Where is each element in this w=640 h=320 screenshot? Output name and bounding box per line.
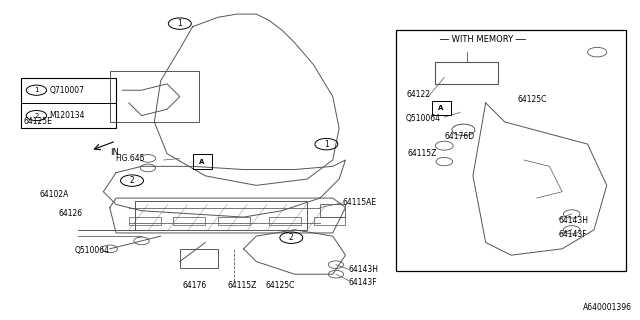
Text: 64125C: 64125C [518,95,547,104]
Bar [135,201,307,230]
Bar [431,100,451,115]
Text: 1: 1 [177,19,182,28]
Text: M120134: M120134 [49,111,84,120]
Text: 2: 2 [289,233,294,242]
Text: 2: 2 [35,113,38,119]
Text: 64102A: 64102A [40,190,69,199]
Bar [218,217,250,225]
Bar [20,77,116,128]
Text: 64115Z: 64115Z [228,281,257,291]
Text: 64125E: 64125E [24,117,52,126]
Text: Q710007: Q710007 [49,86,84,95]
Text: 64143H: 64143H [349,265,379,274]
Bar [173,217,205,225]
Bar [435,62,499,84]
Bar [314,217,346,225]
Text: 64125C: 64125C [266,281,295,291]
Bar [109,71,199,122]
Text: 64176: 64176 [183,281,207,291]
Text: 64143F: 64143F [349,278,378,287]
Text: A: A [200,159,205,164]
Bar [269,217,301,225]
Text: IN: IN [109,148,118,156]
Text: Q510064: Q510064 [75,246,109,255]
Bar [396,30,626,271]
Text: 2: 2 [130,176,134,185]
Text: 1: 1 [324,140,329,148]
Text: A: A [438,105,444,111]
Text: 64143H: 64143H [559,216,589,225]
Text: 1: 1 [34,87,38,93]
Bar [180,249,218,268]
Bar [129,217,161,225]
Text: 64115Z: 64115Z [407,149,436,158]
Text: 64115AE: 64115AE [342,198,376,207]
Text: ── WITH MEMORY ──: ── WITH MEMORY ── [439,35,526,44]
Text: 64176D: 64176D [444,132,474,141]
Text: A640001396: A640001396 [583,303,632,312]
Bar [320,204,346,217]
Text: 64143F: 64143F [559,230,588,239]
Text: FIG.645: FIG.645 [115,154,145,163]
Text: Q510064: Q510064 [406,114,441,123]
Text: 64126: 64126 [59,209,83,219]
Text: 64122: 64122 [406,91,430,100]
Bar [193,155,212,169]
